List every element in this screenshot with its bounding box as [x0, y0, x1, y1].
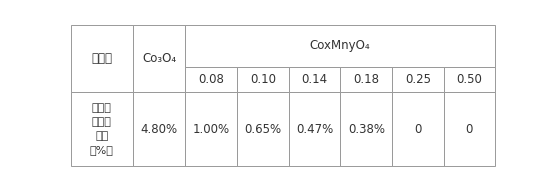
Text: 0.25: 0.25: [405, 73, 431, 86]
Text: CoxMnyO₄: CoxMnyO₄: [310, 39, 370, 52]
Text: 0.50: 0.50: [457, 73, 482, 86]
Bar: [185, 25, 495, 67]
Bar: [132, 92, 185, 166]
Text: 0.47%: 0.47%: [296, 123, 333, 136]
Bar: [289, 67, 341, 92]
Bar: [237, 92, 289, 166]
Bar: [444, 92, 495, 166]
Bar: [392, 92, 444, 166]
Text: 4.80%: 4.80%: [140, 123, 178, 136]
Bar: [341, 67, 392, 92]
Text: 嵔化剂: 嵔化剂: [91, 52, 113, 65]
Text: 0: 0: [415, 123, 422, 136]
Text: 0.65%: 0.65%: [245, 123, 282, 136]
Text: Co₃O₄: Co₃O₄: [142, 52, 176, 65]
Bar: [132, 25, 185, 92]
Text: 0.14: 0.14: [301, 73, 328, 86]
Bar: [237, 67, 289, 92]
Text: 三氯苯
最高选
择性
（%）: 三氯苯 最高选 择性 （%）: [90, 103, 114, 155]
Bar: [71, 25, 132, 92]
Bar: [444, 67, 495, 92]
Bar: [392, 67, 444, 92]
Bar: [185, 67, 237, 92]
Bar: [185, 92, 237, 166]
Text: 0.18: 0.18: [353, 73, 379, 86]
Bar: [341, 92, 392, 166]
Text: 0.10: 0.10: [250, 73, 276, 86]
Text: 0: 0: [465, 123, 473, 136]
Bar: [289, 92, 341, 166]
Text: 0.38%: 0.38%: [348, 123, 385, 136]
Text: 1.00%: 1.00%: [193, 123, 230, 136]
Text: 0.08: 0.08: [198, 73, 224, 86]
Bar: [71, 92, 132, 166]
